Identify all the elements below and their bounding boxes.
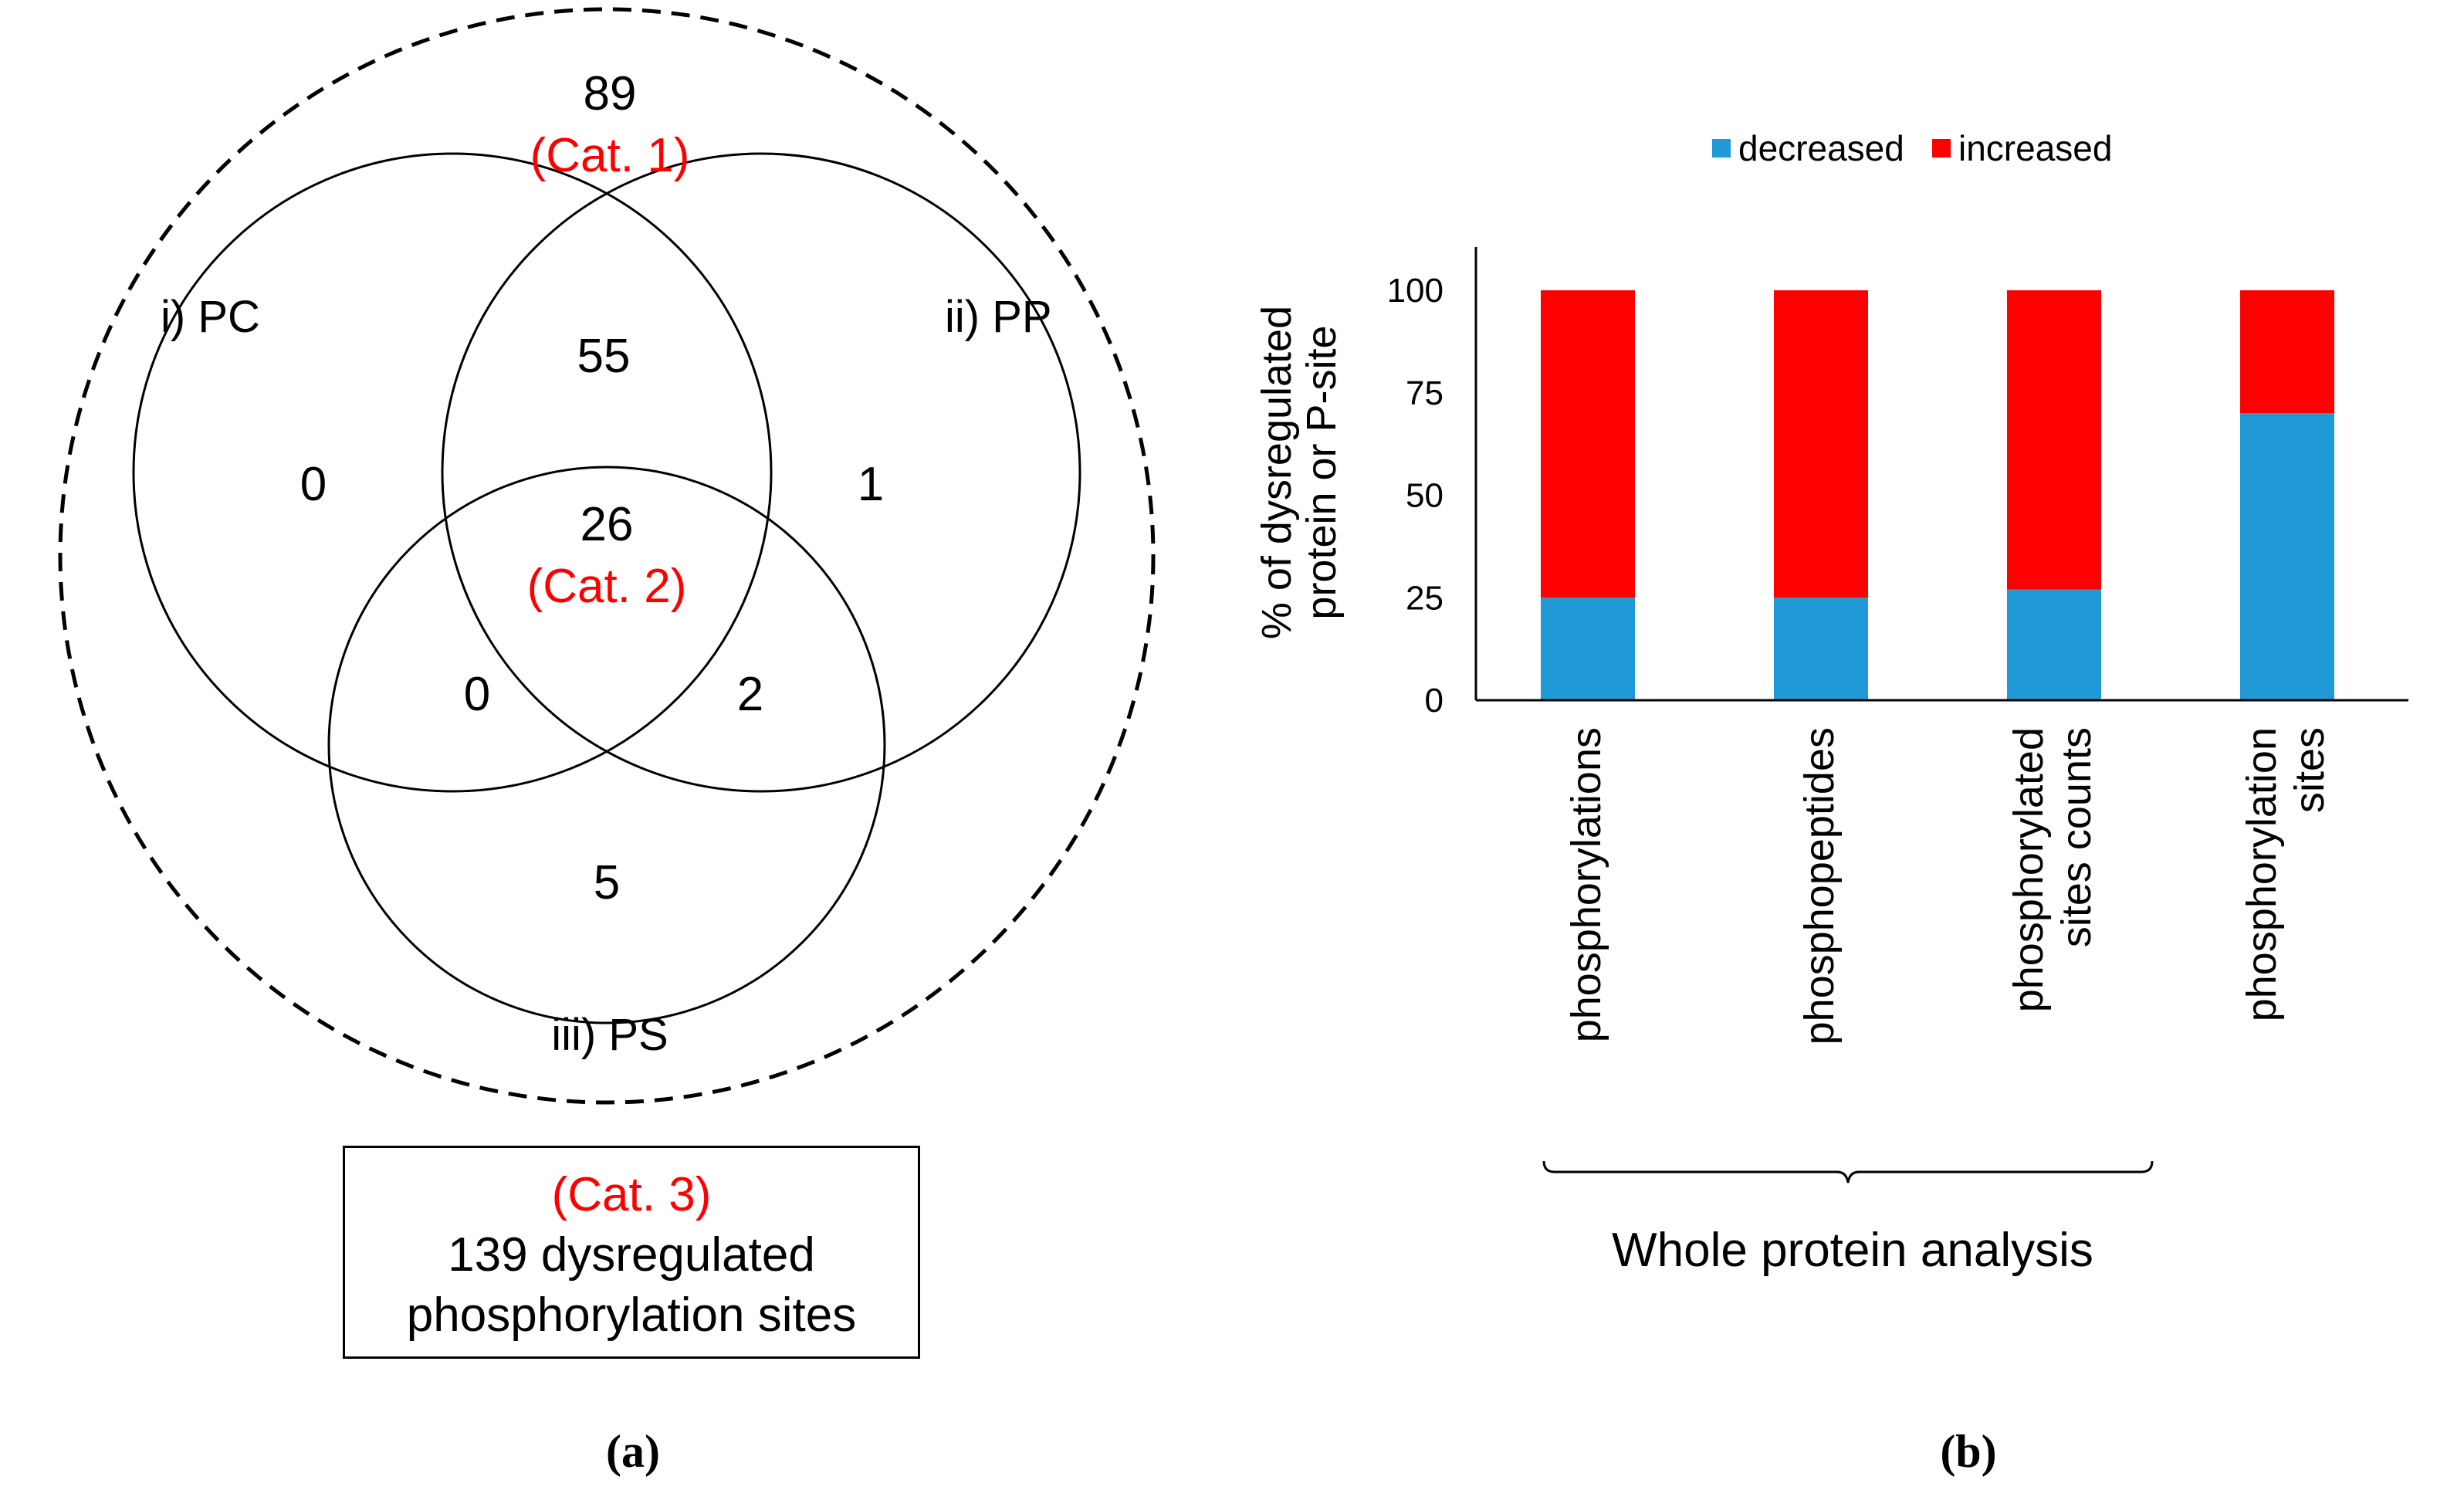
box-line-1: 139 dysregulated [448, 1228, 815, 1282]
circle-pc [132, 152, 773, 793]
legend-label-increased: increased [1958, 128, 2112, 168]
bar-decreased-3 [2007, 589, 2101, 700]
group-label: Whole protein analysis [1612, 1224, 2093, 1277]
y-axis-label-line-1: % of dysregulated [1254, 306, 1300, 639]
y-tick-label-75: 75 [1406, 374, 1444, 412]
region-ps-only: 5 [594, 856, 620, 909]
center-category: (Cat. 2) [527, 560, 687, 613]
bar-increased-2 [1774, 290, 1868, 598]
group-brace-line [1542, 1160, 2154, 1184]
y-tick-label-100: 100 [1387, 272, 1444, 310]
bar-increased-3 [2007, 290, 2101, 590]
circle-ps [327, 466, 886, 1024]
y-axis-label-line-2: protein or P-site [1298, 325, 1345, 619]
x-tick-label-4-line-2: sites [2286, 727, 2333, 813]
y-tick-label-25: 25 [1406, 579, 1444, 617]
box-category: (Cat. 3) [551, 1168, 712, 1221]
x-tick-label-3-line-1: phosphorylated [2005, 727, 2052, 1012]
legend-swatch-decreased [1712, 139, 1731, 157]
legend-swatch-increased [1932, 139, 1951, 157]
bar-decreased-4 [2240, 413, 2334, 700]
x-tick-label-3-line-2: sites counts [2053, 727, 2100, 947]
set-label-pp: ii) PP [945, 292, 1052, 342]
outer-dashed-circle [58, 7, 1156, 1105]
circle-pp [441, 152, 1081, 793]
y-tick-label-0: 0 [1425, 682, 1444, 720]
bar-decreased-1 [1541, 598, 1635, 700]
chart-legend: decreased increased [1712, 128, 2112, 168]
box-line-2: phosphorylation sites [406, 1289, 857, 1342]
panel-label-a: (a) [606, 1426, 660, 1477]
y-tick-label-50: 50 [1406, 477, 1444, 515]
region-pp-ps: 2 [737, 668, 763, 721]
region-pc-pp: 55 [577, 330, 631, 383]
region-pc-ps: 0 [464, 668, 490, 721]
region-pc-only: 0 [300, 458, 327, 511]
region-pp-only: 1 [858, 458, 884, 511]
venn-diagram: 89 (Cat. 1) i) PC ii) PP iii) PS 0 55 1 … [58, 7, 1156, 1477]
set-label-pc: i) PC [161, 292, 260, 342]
bar-decreased-2 [1774, 598, 1868, 700]
bar-increased-1 [1541, 290, 1635, 598]
outer-category: (Cat. 1) [530, 129, 690, 182]
x-tick-label-4-line-1: phosphorylation [2239, 727, 2285, 1021]
x-tick-labels: phosphorylations phosphopeptides phosphory… [1563, 727, 2333, 1045]
category-3-box: (Cat. 3) 139 dysregulated phosphorylatio… [343, 1146, 920, 1359]
y-axis: 0 25 50 75 100 [1387, 247, 1477, 720]
set-label-ps: iii) PS [551, 1010, 668, 1060]
bar-chart: decreased increased % of dysregulatedprot… [1254, 128, 2464, 1477]
legend-label-decreased: decreased [1738, 128, 1904, 168]
group-brace [1542, 1160, 2464, 1169]
panel-label-b: (b) [1940, 1426, 1996, 1477]
outer-count: 89 [584, 67, 637, 120]
x-tick-label-2-line-1: phosphopeptides [1796, 727, 1843, 1045]
region-all-three: 26 [580, 498, 634, 551]
bar-increased-4 [2240, 290, 2334, 414]
x-tick-label-1-line-1: phosphorylations [1563, 727, 1609, 1042]
bars [1541, 290, 2334, 700]
